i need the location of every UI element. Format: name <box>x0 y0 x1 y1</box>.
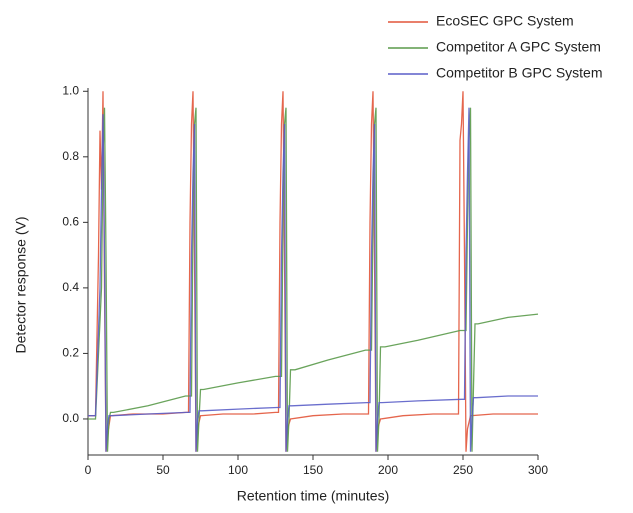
y-axis-title: Detector response (V) <box>13 217 29 354</box>
x-axis-title: Retention time (minutes) <box>237 488 390 504</box>
y-tick-label: 0.4 <box>62 280 79 294</box>
legend-label: EcoSEC GPC System <box>436 13 574 29</box>
x-tick-label: 250 <box>453 463 473 477</box>
series-line <box>88 107 538 452</box>
x-tick-label: 0 <box>85 463 92 477</box>
x-tick-label: 50 <box>156 463 170 477</box>
y-tick-label: 0.6 <box>62 215 79 229</box>
y-tick-label: 1.0 <box>62 83 79 97</box>
legend-label: Competitor A GPC System <box>436 39 601 55</box>
x-tick-label: 300 <box>528 463 548 477</box>
y-tick-label: 0.8 <box>62 149 79 163</box>
legend-label: Competitor B GPC System <box>436 65 603 81</box>
x-tick-label: 150 <box>303 463 323 477</box>
x-tick-label: 200 <box>378 463 398 477</box>
x-tick-label: 100 <box>228 463 248 477</box>
series-line <box>88 107 539 452</box>
y-tick-label: 0.0 <box>62 411 79 425</box>
y-tick-label: 0.2 <box>62 346 79 360</box>
